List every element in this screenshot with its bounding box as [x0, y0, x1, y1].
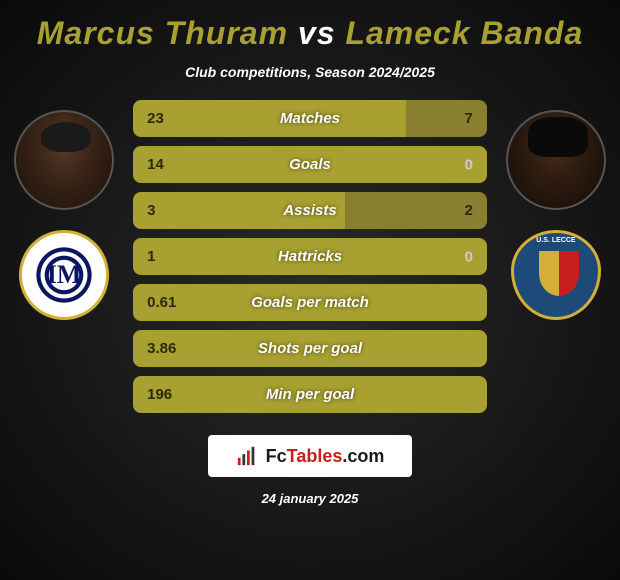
stat-right-value: 0 — [465, 156, 473, 173]
left-side — [10, 100, 118, 320]
stat-row: 196 Min per goal — [133, 376, 487, 413]
chart-icon — [236, 445, 258, 467]
date-label: 24 january 2025 — [262, 491, 359, 506]
stat-left-value: 3 — [147, 202, 155, 219]
right-side — [502, 100, 610, 320]
stat-right-value: 2 — [465, 202, 473, 219]
player1-avatar — [14, 110, 114, 210]
subtitle: Club competitions, Season 2024/2025 — [185, 64, 435, 80]
stat-left-bar: 23 — [133, 100, 405, 137]
stat-left-value: 0.61 — [147, 294, 176, 311]
stat-row: 3 2 Assists — [133, 192, 487, 229]
stat-row: 0.61 Goals per match — [133, 284, 487, 321]
stat-row: 1 0 Hattricks — [133, 238, 487, 275]
stat-left-value: 1 — [147, 248, 155, 265]
player2-avatar — [506, 110, 606, 210]
stat-right-value: 7 — [465, 110, 473, 127]
brand-badge[interactable]: FcTables.com — [208, 435, 413, 477]
comparison-card: Marcus Thuram vs Lameck Banda Club compe… — [0, 0, 620, 580]
stat-label: Goals per match — [251, 294, 369, 311]
title-player2: Lameck Banda — [345, 15, 583, 51]
stat-label: Matches — [280, 110, 340, 127]
stat-left-value: 14 — [147, 156, 164, 173]
brand-suffix: Tables — [287, 446, 343, 466]
stat-label: Min per goal — [266, 386, 354, 403]
stat-label: Shots per goal — [258, 340, 362, 357]
stat-label: Goals — [289, 156, 331, 173]
stat-label: Hattricks — [278, 248, 342, 265]
stat-row: 14 0 Goals — [133, 146, 487, 183]
stat-label: Assists — [283, 202, 336, 219]
stats-column: 23 7 Matches 14 0 Goals 3 2 Assists 1 0 Hattricks 0.… — [133, 100, 487, 413]
brand-prefix: Fc — [266, 446, 287, 466]
brand-tld: .com — [342, 446, 384, 466]
page-title: Marcus Thuram vs Lameck Banda — [37, 15, 584, 52]
stat-left-value: 23 — [147, 110, 164, 127]
title-player1: Marcus Thuram — [37, 15, 288, 51]
stat-left-value: 196 — [147, 386, 172, 403]
stat-row: 3.86 Shots per goal — [133, 330, 487, 367]
player2-club-badge — [511, 230, 601, 320]
stat-right-bar: 2 — [345, 192, 487, 229]
brand-text: FcTables.com — [266, 446, 385, 467]
stat-right-bar: 7 — [406, 100, 487, 137]
stat-left-value: 3.86 — [147, 340, 176, 357]
player1-club-badge — [19, 230, 109, 320]
stat-row: 23 7 Matches — [133, 100, 487, 137]
main-row: 23 7 Matches 14 0 Goals 3 2 Assists 1 0 Hattricks 0.… — [10, 100, 610, 413]
title-vs: vs — [298, 15, 336, 51]
stat-right-value: 0 — [465, 248, 473, 265]
